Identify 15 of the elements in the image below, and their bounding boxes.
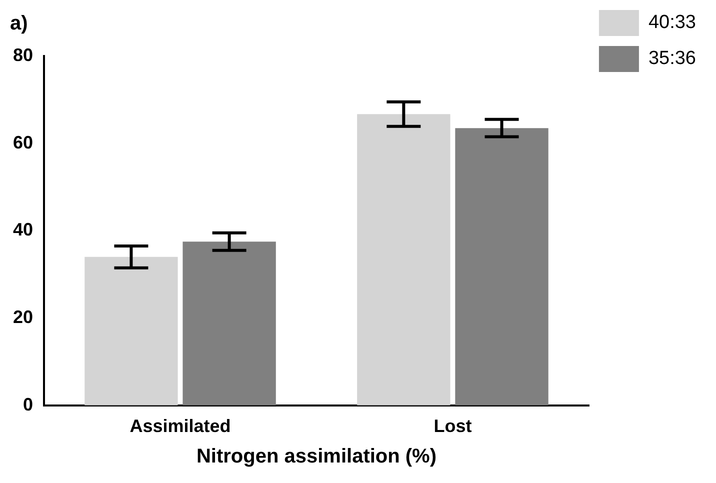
bar: [357, 114, 450, 406]
y-tick-label: 80: [12, 44, 34, 65]
legend-label: 40:33: [648, 12, 696, 34]
x-tick-label: Assimilated: [130, 416, 231, 436]
x-tick-label: Lost: [434, 416, 472, 436]
y-tick-label: 40: [12, 220, 34, 240]
y-tick-label: 0: [23, 394, 34, 414]
y-tick-label: 20: [12, 307, 34, 328]
y-tick-label: 60: [12, 132, 34, 152]
bar: [84, 256, 178, 406]
bar: [455, 128, 548, 406]
x-axis-title: Nitrogen assimilation (%): [196, 446, 437, 468]
legend-label: 35:36: [648, 48, 696, 70]
bar: [182, 242, 276, 406]
chart-title: a): [10, 12, 28, 35]
